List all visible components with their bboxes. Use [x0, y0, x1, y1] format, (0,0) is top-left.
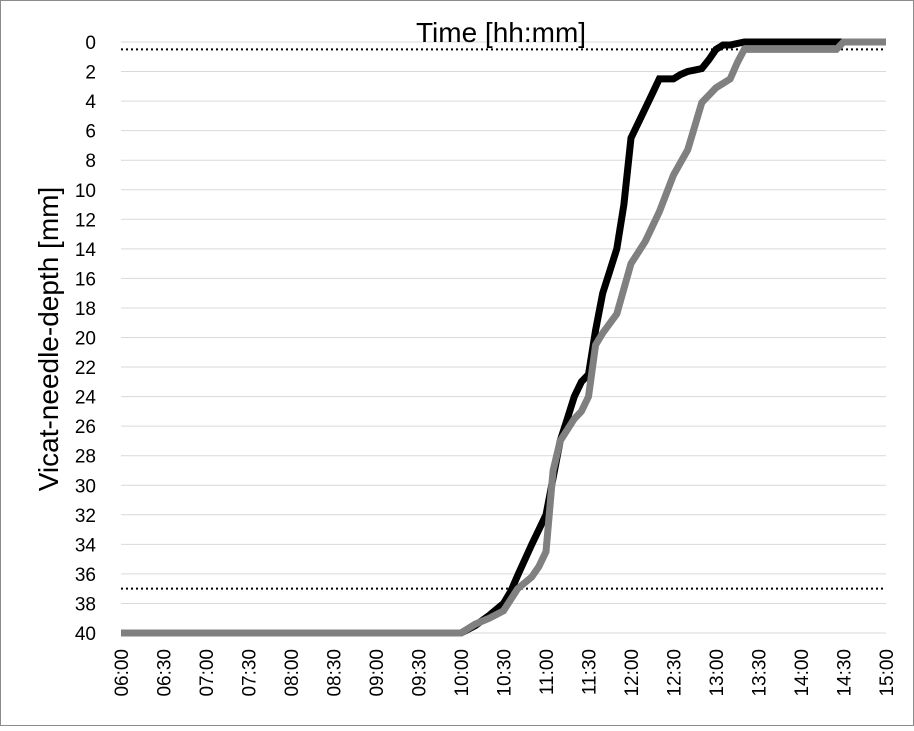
- y-tick-label: 32: [75, 506, 96, 527]
- x-tick-label: 12:30: [665, 649, 686, 697]
- y-tick-label: 20: [75, 329, 96, 350]
- series-line-1: [121, 38, 886, 637]
- y-tick-label: 10: [75, 181, 96, 202]
- x-tick-label: 12:00: [622, 649, 643, 697]
- y-tick-label: 38: [75, 594, 96, 615]
- y-tick-label: 16: [75, 269, 96, 290]
- x-tick-label: 15:00: [877, 649, 898, 697]
- x-tick-label: 06:00: [112, 649, 133, 697]
- x-tick-label: 08:30: [325, 649, 346, 697]
- y-tick-label: 6: [85, 122, 96, 143]
- x-tick-label: 13:00: [707, 649, 728, 697]
- y-tick-label: 8: [85, 151, 96, 172]
- x-tick-labels: 06:00 06:30 07:00 07:30 08:00 08:30 09:00 09:30…: [112, 649, 898, 697]
- grid-lines: [121, 41, 886, 634]
- y-tick-label: 28: [75, 447, 96, 468]
- x-tick-label: 09:00: [367, 649, 388, 697]
- x-tick-label: 07:30: [240, 649, 261, 697]
- x-tick-label: 11:30: [580, 649, 601, 695]
- y-tick-label: 22: [75, 358, 96, 379]
- y-tick-label: 18: [75, 299, 96, 320]
- y-tick-label: 12: [75, 210, 96, 231]
- x-tick-label: 10:00: [452, 649, 473, 697]
- y-tick-label: 4: [85, 92, 96, 113]
- y-tick-label: 24: [75, 388, 97, 409]
- y-tick-label: 0: [85, 33, 96, 54]
- x-tick-label: 09:30: [410, 649, 431, 697]
- x-tick-label: 13:30: [750, 649, 771, 697]
- y-tick-label: 30: [75, 476, 96, 497]
- x-tick-label: 14:30: [835, 649, 856, 697]
- y-tick-label: 34: [75, 535, 97, 556]
- y-tick-label: 14: [75, 240, 97, 261]
- x-tick-label: 07:00: [197, 649, 218, 697]
- series-layer: [121, 38, 886, 637]
- y-tick-label: 2: [85, 63, 96, 84]
- y-tick-label: 36: [75, 565, 96, 586]
- x-tick-label: 06:30: [155, 649, 176, 697]
- x-tick-label: 14:00: [792, 649, 813, 697]
- y-tick-label: 26: [75, 417, 96, 438]
- y-tick-label: 40: [75, 624, 96, 645]
- x-tick-label: 08:00: [282, 649, 303, 697]
- x-axis-title: Time [hh:mm]: [416, 17, 586, 48]
- y-axis-title: Vicat-needle-depth [mm]: [33, 187, 64, 492]
- series-line-0: [121, 38, 886, 637]
- x-tick-label: 10:30: [495, 649, 516, 697]
- x-tick-label: 11:00: [537, 649, 558, 695]
